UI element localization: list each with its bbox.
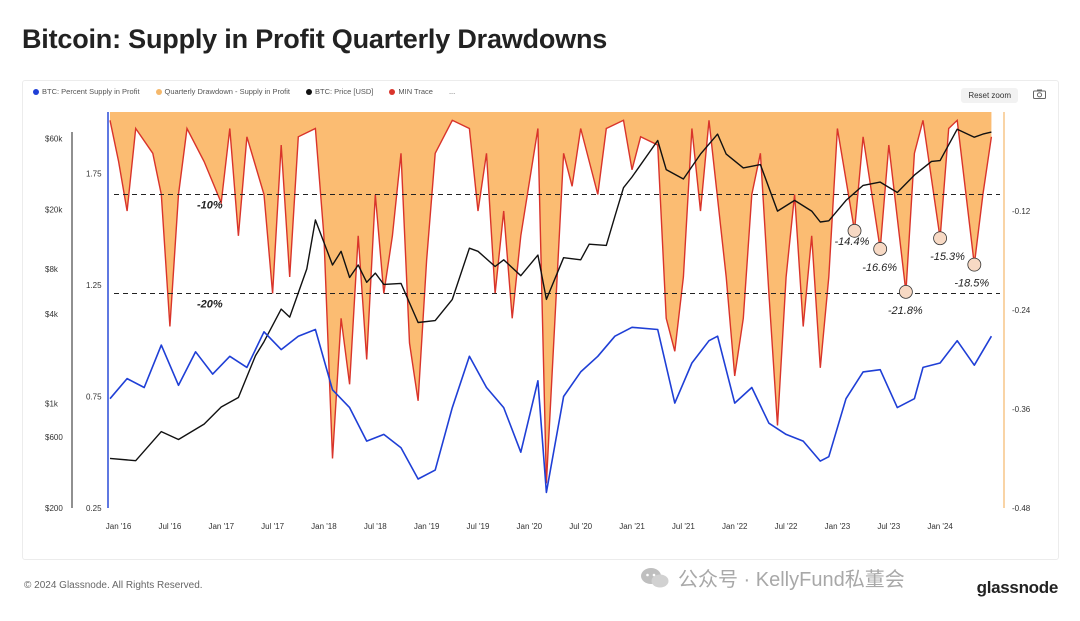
callout-marker-2 bbox=[873, 242, 888, 256]
price-tick-label: $1k bbox=[45, 400, 59, 409]
x-tick-label: Jan '23 bbox=[825, 522, 851, 531]
legend-more-label: ... bbox=[448, 87, 456, 96]
callout-label-4: -15.3% bbox=[930, 251, 965, 263]
copyright-text: © 2024 Glassnode. All Rights Reserved. bbox=[24, 580, 203, 591]
legend-dot-price bbox=[306, 88, 313, 95]
legend-item-price[interactable]: BTC: Price [USD] bbox=[306, 87, 373, 96]
callout-marker-5 bbox=[967, 257, 982, 272]
x-tick-label: Jul '22 bbox=[775, 522, 798, 531]
callout-label-1: -14.4% bbox=[835, 236, 870, 248]
legend-item-supply[interactable]: BTC: Percent Supply in Profit bbox=[33, 87, 140, 96]
page-title: Bitcoin: Supply in Profit Quarterly Draw… bbox=[22, 24, 608, 54]
callout-marker-1 bbox=[847, 223, 862, 238]
legend-item-min-trace[interactable]: MIN Trace bbox=[389, 87, 433, 96]
x-tick-label: Jan '17 bbox=[208, 522, 234, 531]
x-tick-label: Jan '16 bbox=[106, 522, 132, 531]
x-tick-label: Jan '20 bbox=[517, 522, 543, 531]
drawdown-tick-label: -0.24 bbox=[1012, 306, 1031, 315]
glassnode-logo: glassnode bbox=[976, 578, 1059, 597]
price-tick-label: $600 bbox=[45, 433, 63, 442]
legend-label-supply: BTC: Percent Supply in Profit bbox=[42, 87, 140, 96]
watermark-text: 公众号 · KellyFund私董会 bbox=[678, 569, 905, 591]
legend-dot-drawdown bbox=[155, 88, 162, 95]
legend-dot-min-trace bbox=[389, 88, 396, 95]
supply-tick-label: 0.25 bbox=[86, 504, 102, 513]
callout-marker-4 bbox=[933, 231, 947, 246]
x-tick-label: Jul '21 bbox=[672, 522, 695, 531]
legend-dot-supply bbox=[33, 88, 39, 95]
watermark: 公众号 · KellyFund私董会 bbox=[640, 563, 905, 592]
x-tick-label: Jan '24 bbox=[927, 522, 953, 531]
wechat-icon bbox=[641, 567, 669, 587]
x-tick-label: Jul '18 bbox=[364, 522, 387, 531]
supply-tick-label: 0.75 bbox=[86, 392, 102, 401]
x-tick-label: Jul '23 bbox=[877, 522, 900, 531]
price-line bbox=[109, 128, 992, 462]
legend-label-drawdown: Quarterly Drawdown - Supply in Profit bbox=[164, 87, 291, 96]
drawdown-tick-label: -0.12 bbox=[1012, 207, 1031, 216]
drawdown-tick-label: -0.48 bbox=[1012, 504, 1031, 513]
x-tick-label: Jul '16 bbox=[158, 522, 181, 531]
supply-tick-label: 1.75 bbox=[86, 169, 102, 178]
threshold-label-1: -10% bbox=[197, 200, 223, 212]
price-tick-label: $60k bbox=[45, 134, 63, 143]
legend-more[interactable]: ... bbox=[449, 87, 455, 96]
price-tick-label: $4k bbox=[45, 310, 59, 319]
x-tick-label: Jan '22 bbox=[722, 522, 748, 531]
x-tick-label: Jan '18 bbox=[311, 522, 337, 531]
callout-marker-3 bbox=[898, 284, 913, 299]
drawdown-tick-label: -0.36 bbox=[1012, 405, 1031, 414]
legend-label-min-trace: MIN Trace bbox=[398, 87, 433, 96]
price-tick-label: $200 bbox=[45, 504, 63, 513]
supply-tick-label: 1.25 bbox=[86, 281, 102, 290]
reset-zoom-button[interactable]: Reset zoom bbox=[961, 88, 1018, 103]
legend-label-price: BTC: Price [USD] bbox=[315, 87, 374, 96]
callout-label-2: -16.6% bbox=[862, 262, 897, 274]
x-tick-label: Jul '17 bbox=[261, 522, 284, 531]
price-tick-label: $8k bbox=[45, 265, 59, 274]
chart-legend: BTC: Percent Supply in Profit Quarterly … bbox=[33, 87, 455, 96]
x-tick-label: Jul '19 bbox=[467, 522, 490, 531]
x-tick-label: Jan '21 bbox=[619, 522, 645, 531]
callout-label-5: -18.5% bbox=[954, 278, 989, 290]
callout-label-3: -21.8% bbox=[888, 305, 923, 317]
x-tick-label: Jul '20 bbox=[569, 522, 592, 531]
drawdown-area bbox=[110, 112, 992, 484]
price-tick-label: $20k bbox=[45, 205, 63, 214]
supply-in-profit-line bbox=[109, 326, 993, 494]
camera-icon[interactable] bbox=[1033, 89, 1046, 99]
legend-item-drawdown[interactable]: Quarterly Drawdown - Supply in Profit bbox=[155, 87, 291, 96]
threshold-label-2: -20% bbox=[197, 299, 223, 311]
x-tick-label: Jan '19 bbox=[414, 522, 440, 531]
